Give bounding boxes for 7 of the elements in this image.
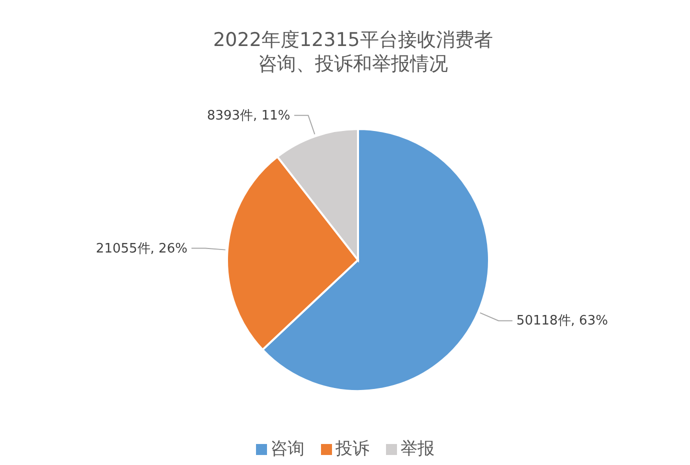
data-label: 21055件, 26% bbox=[96, 241, 188, 256]
legend-label: 举报 bbox=[400, 439, 434, 459]
chart-title: 2022年度12315平台接收消费者咨询、投诉和举报情况 bbox=[212, 28, 494, 76]
data-label: 8393件, 11% bbox=[206, 108, 290, 124]
legend-label: 咨询 bbox=[270, 439, 304, 459]
data-label: 50118件, 63% bbox=[516, 314, 608, 329]
legend-label: 投诉 bbox=[336, 439, 370, 459]
